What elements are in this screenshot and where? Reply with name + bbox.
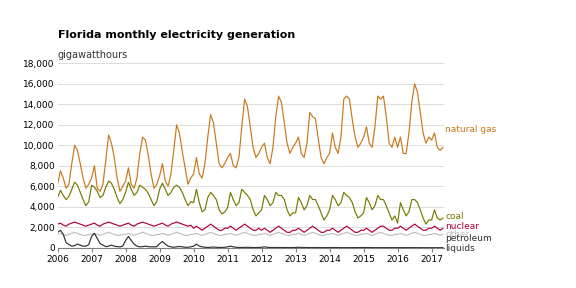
Text: nuclear: nuclear — [445, 222, 479, 231]
Text: Florida monthly electricity generation: Florida monthly electricity generation — [58, 30, 295, 40]
Text: petroleum
liquids: petroleum liquids — [445, 234, 492, 253]
Text: gigawatthours: gigawatthours — [58, 50, 128, 60]
Text: coal: coal — [445, 213, 464, 221]
Text: other: other — [445, 230, 469, 239]
Text: natural gas: natural gas — [445, 125, 497, 134]
